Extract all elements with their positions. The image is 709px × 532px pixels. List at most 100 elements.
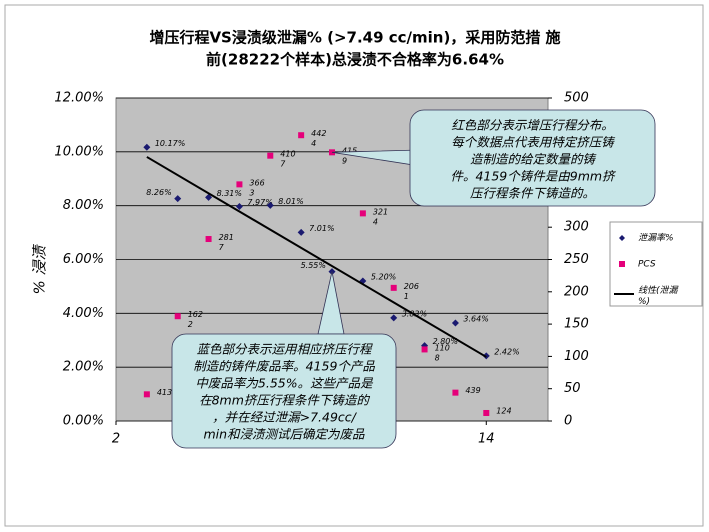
y2-tick-label: 200 [564, 284, 589, 299]
data-label: 366 3 [249, 178, 264, 197]
data-label-line: 281 [219, 233, 234, 242]
chart-title: 前(28222个样本)总浸渍不合格率为6.64% [206, 51, 504, 69]
data-point [174, 313, 181, 320]
y2-tick-label: 100 [564, 349, 589, 364]
data-label-line: 410 [280, 149, 295, 158]
y-tick-label: 4.00% [63, 306, 104, 321]
callout-text: 造制造的给定数量的铸 [470, 152, 597, 167]
data-label-line: 9 [342, 156, 347, 165]
data-point [205, 236, 212, 243]
data-point [452, 389, 459, 396]
y-tick-label: 12.00% [54, 91, 104, 106]
callout [409, 109, 656, 207]
trend-line [146, 156, 487, 358]
data-point [297, 228, 305, 236]
data-label: 410 7 [280, 149, 295, 168]
data-label-line: 8 [435, 353, 440, 362]
data-label: 442 4 [311, 129, 326, 148]
y-tick-label: 6.00% [63, 252, 104, 267]
legend-marker [619, 235, 625, 241]
data-label: 162 2 [188, 310, 203, 329]
data-point [235, 202, 243, 210]
legend-label-line: 线性(泄漏 [638, 285, 680, 296]
callout-text: ，并在经过泄漏>7.49cc/ [212, 410, 358, 425]
data-point [390, 284, 397, 291]
data-label: 7.01% [309, 224, 334, 233]
y-tick-label: 10.00% [54, 144, 104, 159]
legend-label: PCS [638, 260, 656, 270]
data-label: 3.64% [463, 315, 488, 324]
data-label-line: 162 [188, 310, 203, 319]
data-point [143, 143, 151, 151]
y-tick-label: 8.00% [63, 198, 104, 213]
legend-label-line: %) [638, 297, 650, 307]
data-label: 5.55% [301, 261, 326, 270]
data-label-line: 415 [342, 146, 357, 155]
callout-text: min和浸渍测试后确定为废品 [203, 427, 365, 442]
data-label: 8.31% [217, 189, 242, 198]
callout-text: 蓝色部分表示运用相应挤压行程 [196, 342, 373, 357]
data-label: 110 8 [435, 343, 450, 362]
data-point [174, 195, 182, 203]
data-point [267, 152, 274, 159]
data-label: 124 [496, 406, 511, 415]
data-label: 8.26% [146, 188, 171, 197]
data-label: 10.17% [155, 139, 186, 148]
callout-text: 在8mm挤压行程条件下铸造的 [199, 393, 370, 408]
data-label: 413 [157, 388, 172, 397]
data-label: 206 1 [404, 281, 419, 300]
legend [609, 221, 703, 307]
data-label: 5.20% [371, 273, 396, 282]
data-label-line: 366 [249, 178, 264, 187]
data-label-line: 7 [219, 243, 225, 252]
chart-title: 增压行程VS浸渍级泄漏% (>7.49 cc/min)，采用防范措 施 [149, 29, 560, 47]
data-label: 2.80% [433, 337, 458, 346]
data-point [451, 319, 459, 327]
data-point [143, 391, 150, 398]
y2-tick-label: 300 [564, 220, 589, 235]
y-axis-label: % 浸渍 [31, 243, 49, 294]
data-label-line: 206 [404, 281, 419, 290]
data-label-line: 2 [188, 320, 193, 329]
data-point [483, 409, 490, 416]
data-label: 415 9 [342, 146, 357, 165]
data-label: 439 [465, 386, 480, 395]
data-label: 321 4 [373, 207, 388, 226]
legend-marker [619, 261, 625, 267]
data-point [205, 193, 213, 201]
y2-tick-label: 500 [564, 91, 589, 106]
data-point [390, 314, 398, 322]
callout-text: 压行程条件下铸造的。 [470, 186, 595, 201]
data-point [421, 346, 428, 353]
data-point [236, 181, 243, 188]
callout-text: 中废品率为5.55%。这些产品是 [195, 376, 374, 391]
x-tick-label: 2 [112, 432, 120, 447]
y2-tick-label: 250 [564, 252, 589, 267]
data-label-line: 4 [373, 217, 378, 226]
data-label-line: 442 [311, 129, 326, 138]
y2-tick-label: 150 [564, 317, 589, 332]
y-tick-label: 0.00% [63, 414, 104, 429]
legend-label: 线性(泄漏%) [638, 285, 680, 307]
callout-text: 件。4159个铸件是由9mm挤 [450, 169, 617, 184]
legend-label: 泄漏率% [638, 233, 674, 244]
data-point [359, 210, 366, 217]
data-label: 7.97% [247, 198, 272, 207]
data-label-line: 3 [249, 188, 254, 197]
data-label: 281 7 [219, 233, 234, 252]
callout-text: 制造的铸件废品率。4159个产品 [193, 359, 375, 374]
callout-text: 红色部分表示增压行程分布。 [451, 118, 614, 133]
data-label-line: 110 [435, 343, 450, 352]
data-point [298, 132, 305, 139]
data-label-line: 7 [280, 159, 286, 168]
callout-text: 每个数据点代表用特定挤压铸 [451, 135, 615, 150]
data-label-line: 1 [404, 291, 409, 300]
data-point [266, 201, 274, 209]
callout [171, 333, 397, 449]
data-label-line: 4 [311, 139, 316, 148]
y2-tick-label: 50 [564, 381, 581, 396]
y-tick-label: 2.00% [63, 360, 104, 375]
x-tick-label: 14 [478, 432, 495, 447]
data-label: 8.01% [278, 197, 303, 206]
